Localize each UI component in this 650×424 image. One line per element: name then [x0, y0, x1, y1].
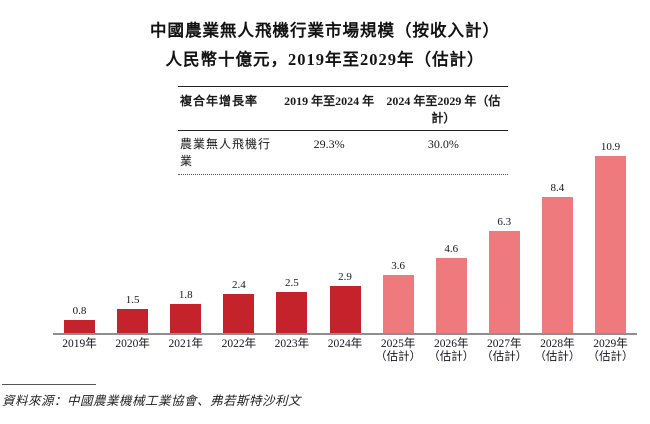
- source-note: 資料來源：中國農業機械工業協會、弗若斯特沙利文: [2, 394, 302, 408]
- x-axis-labels: 2019年 2020年 2021年 2022年 2023年 2024年 2025年 （估計） 2…: [53, 338, 637, 364]
- cagr-table-data-row: 農業無人飛機行業 29.3% 30.0%: [178, 131, 508, 175]
- x-axis-label: 2025年 （估計）: [375, 338, 422, 363]
- cagr-header-period-1: 2019 年至2024 年: [284, 94, 375, 108]
- bar-estimate: [541, 197, 573, 333]
- bar-historical: [170, 304, 202, 333]
- bar-value-label: 2.9: [338, 271, 352, 283]
- bar-estimate: [435, 258, 467, 333]
- bar-column: 1.5: [106, 294, 159, 333]
- x-axis-label: 2027年 （估計）: [481, 338, 528, 363]
- x-axis-label: 2020年: [115, 338, 150, 350]
- bar-value-label: 10.9: [600, 141, 621, 153]
- bar-value-label: 1.5: [125, 294, 140, 306]
- cagr-table-header-row: 複合年增長率 2019 年至2024 年 2024 年至2029 年（估計）: [178, 87, 508, 131]
- bar-column: 1.8: [159, 289, 212, 333]
- bar-estimate: [488, 231, 520, 333]
- x-axis-label: 2024年: [327, 338, 363, 350]
- bar-column: 3.6: [372, 260, 425, 333]
- cagr-header-label: 複合年增長率: [180, 94, 259, 108]
- x-axis-label: 2019年: [62, 338, 97, 350]
- bar-value-label: 4.6: [444, 243, 459, 255]
- source-divider-rule: [2, 384, 96, 385]
- x-axis-label: 2023年: [274, 338, 310, 350]
- chart-title: 中國農業無人飛機行業市場規模（按收入計）: [150, 21, 500, 40]
- bar-column: 2.5: [265, 277, 318, 333]
- cagr-table: 複合年增長率 2019 年至2024 年 2024 年至2029 年（估計） 農…: [178, 86, 508, 175]
- bar-column: 8.4: [531, 182, 584, 333]
- bar-estimate: [382, 275, 414, 333]
- chart-subtitle: 人民幣十億元，2019年至2029年（估計）: [165, 50, 485, 69]
- x-axis-label: 2021年: [168, 338, 203, 350]
- x-axis-label: 2028年 （估計）: [534, 338, 581, 363]
- bar-historical: [117, 309, 149, 333]
- bar-value-label: 0.8: [72, 305, 87, 317]
- bar-chart-plot-area: 0.8 1.5 1.8 2.4 2.5 2.9 3.6 4.6 6.3 8.4 10.9: [53, 136, 637, 335]
- cagr-row-label: 農業無人飛機行業: [180, 137, 272, 168]
- bar-column: 0.8: [53, 305, 106, 333]
- bar-value-label: 8.4: [550, 182, 565, 194]
- cagr-header-period-2: 2024 年至2029 年（估計）: [386, 94, 501, 125]
- bar-value-label: 3.6: [391, 260, 405, 272]
- x-axis-label: 2022年: [221, 338, 257, 350]
- bar-column: 4.6: [425, 243, 478, 333]
- x-axis-label: 2026年 （估計）: [428, 338, 475, 363]
- bar-estimate: [594, 156, 626, 333]
- bar-historical: [64, 320, 96, 333]
- bar-value-label: 2.5: [285, 277, 299, 289]
- bar-value-label: 1.8: [178, 289, 193, 301]
- bar-value-label: 2.4: [231, 279, 246, 291]
- bar-column: 10.9: [584, 141, 637, 333]
- cagr-value-2024-2029: 30.0%: [427, 137, 459, 151]
- cagr-value-2019-2024: 29.3%: [313, 137, 345, 151]
- bar-column: 2.9: [318, 271, 371, 333]
- bar-column: 6.3: [478, 216, 531, 333]
- bar-historical: [329, 286, 361, 333]
- bar-historical: [223, 294, 255, 333]
- bar-historical: [276, 292, 308, 333]
- bar-value-label: 6.3: [497, 216, 512, 228]
- bar-column: 2.4: [212, 279, 265, 333]
- x-axis-label: 2029年 （估計）: [587, 338, 634, 363]
